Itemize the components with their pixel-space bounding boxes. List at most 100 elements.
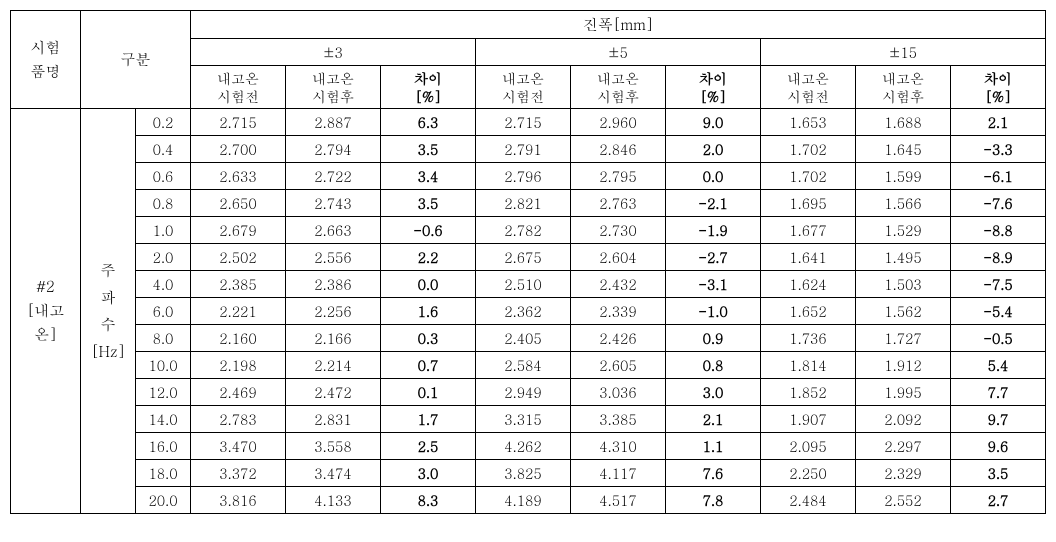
- cell-amp3-after: 2.831: [286, 406, 381, 433]
- cell-amp5-after: 2.604: [571, 244, 666, 271]
- cell-amp3-diff: 1.7: [381, 406, 476, 433]
- cell-amp5-after: 4.310: [571, 433, 666, 460]
- cell-amp3-before: 2.469: [191, 379, 286, 406]
- table-row: 4.02.3852.3860.02.5102.432-3.11.6241.503…: [11, 271, 1046, 298]
- cell-amp15-after: 1.495: [856, 244, 951, 271]
- cell-amp15-before: 1.814: [761, 352, 856, 379]
- cell-amp15-after: 2.552: [856, 487, 951, 514]
- cell-amp15-diff: -5.4: [951, 298, 1046, 325]
- cell-amp15-before: 1.907: [761, 406, 856, 433]
- cell-amp15-diff: 9.7: [951, 406, 1046, 433]
- header-diff: 차이[%]: [381, 66, 476, 109]
- cell-amp5-before: 2.782: [476, 217, 571, 244]
- cell-amp3-before: 2.783: [191, 406, 286, 433]
- cell-amp3-before: 2.502: [191, 244, 286, 271]
- cell-frequency: 6.0: [136, 298, 191, 325]
- cell-amp3-before: 2.679: [191, 217, 286, 244]
- cell-frequency: 10.0: [136, 352, 191, 379]
- header-test-name: 시험품명: [11, 11, 81, 109]
- cell-amp5-diff: 0.8: [666, 352, 761, 379]
- cell-amp3-diff: 8.3: [381, 487, 476, 514]
- table-row: 0.42.7002.7943.52.7912.8462.01.7021.645-…: [11, 136, 1046, 163]
- cell-amp5-before: 2.791: [476, 136, 571, 163]
- cell-amp5-after: 2.960: [571, 109, 666, 136]
- cell-amp5-before: 4.262: [476, 433, 571, 460]
- header-before: 내고온시험전: [191, 66, 286, 109]
- cell-amp3-after: 2.166: [286, 325, 381, 352]
- cell-amp3-before: 2.221: [191, 298, 286, 325]
- header-after: 내고온시험후: [571, 66, 666, 109]
- cell-amp15-before: 1.641: [761, 244, 856, 271]
- cell-amp3-diff: 3.4: [381, 163, 476, 190]
- cell-amp5-before: 2.821: [476, 190, 571, 217]
- cell-frequency: 14.0: [136, 406, 191, 433]
- cell-amp5-diff: 0.9: [666, 325, 761, 352]
- cell-amp3-before: 2.385: [191, 271, 286, 298]
- cell-amp5-before: 2.510: [476, 271, 571, 298]
- cell-frequency: 20.0: [136, 487, 191, 514]
- cell-amp3-before: 3.470: [191, 433, 286, 460]
- cell-amp3-before: 2.700: [191, 136, 286, 163]
- cell-frequency: 4.0: [136, 271, 191, 298]
- cell-amp3-diff: -0.6: [381, 217, 476, 244]
- table-row: #2[내고온]주파수[Hz]0.22.7152.8876.32.7152.960…: [11, 109, 1046, 136]
- cell-amp5-diff: 3.0: [666, 379, 761, 406]
- cell-amp3-diff: 2.5: [381, 433, 476, 460]
- header-amplitude: 진폭[mm]: [191, 11, 1046, 39]
- cell-amp5-after: 2.339: [571, 298, 666, 325]
- cell-amp5-before: 2.715: [476, 109, 571, 136]
- header-gubun: 구분: [81, 11, 191, 109]
- cell-amp15-diff: 2.1: [951, 109, 1046, 136]
- cell-amp5-after: 4.517: [571, 487, 666, 514]
- cell-amp15-diff: -6.1: [951, 163, 1046, 190]
- cell-frequency: 0.4: [136, 136, 191, 163]
- table-row: 14.02.7832.8311.73.3153.3852.11.9072.092…: [11, 406, 1046, 433]
- cell-amp3-after: 2.794: [286, 136, 381, 163]
- cell-amp5-diff: -2.1: [666, 190, 761, 217]
- cell-amp15-before: 2.250: [761, 460, 856, 487]
- cell-amp15-before: 1.702: [761, 136, 856, 163]
- cell-frequency: 1.0: [136, 217, 191, 244]
- cell-amp5-after: 2.605: [571, 352, 666, 379]
- table-row: 16.03.4703.5582.54.2624.3101.12.0952.297…: [11, 433, 1046, 460]
- data-table: 시험품명 구분 진폭[mm] ±3 ±5 ±15 내고온시험전 내고온시험후 차…: [10, 10, 1046, 514]
- cell-amp15-before: 1.653: [761, 109, 856, 136]
- cell-amp3-diff: 1.6: [381, 298, 476, 325]
- cell-amp3-before: 2.198: [191, 352, 286, 379]
- cell-amp3-before: 3.816: [191, 487, 286, 514]
- cell-frequency: 8.0: [136, 325, 191, 352]
- cell-amp15-diff: -8.8: [951, 217, 1046, 244]
- cell-amp3-diff: 3.0: [381, 460, 476, 487]
- cell-amp5-before: 3.315: [476, 406, 571, 433]
- cell-amp3-before: 2.160: [191, 325, 286, 352]
- cell-amp5-diff: -2.7: [666, 244, 761, 271]
- cell-amp5-after: 2.795: [571, 163, 666, 190]
- cell-amp3-diff: 0.7: [381, 352, 476, 379]
- cell-frequency: 2.0: [136, 244, 191, 271]
- cell-amp15-before: 1.736: [761, 325, 856, 352]
- cell-frequency: 0.8: [136, 190, 191, 217]
- cell-amp5-after: 3.385: [571, 406, 666, 433]
- cell-amp3-diff: 0.0: [381, 271, 476, 298]
- cell-amp15-before: 1.624: [761, 271, 856, 298]
- cell-amp15-after: 1.529: [856, 217, 951, 244]
- table-row: 8.02.1602.1660.32.4052.4260.91.7361.727-…: [11, 325, 1046, 352]
- header-after: 내고온시험후: [856, 66, 951, 109]
- cell-amp15-diff: 9.6: [951, 433, 1046, 460]
- cell-amp15-after: 1.912: [856, 352, 951, 379]
- cell-amp3-diff: 0.1: [381, 379, 476, 406]
- header-diff: 차이[%]: [951, 66, 1046, 109]
- cell-frequency: 18.0: [136, 460, 191, 487]
- cell-amp3-after: 2.743: [286, 190, 381, 217]
- cell-amp15-after: 1.562: [856, 298, 951, 325]
- cell-amp5-after: 2.763: [571, 190, 666, 217]
- row-label-frequency: 주파수[Hz]: [81, 109, 136, 514]
- cell-amp15-after: 1.599: [856, 163, 951, 190]
- cell-amp3-after: 2.386: [286, 271, 381, 298]
- cell-amp15-before: 1.652: [761, 298, 856, 325]
- cell-amp15-before: 1.852: [761, 379, 856, 406]
- cell-amp5-after: 2.730: [571, 217, 666, 244]
- cell-amp15-after: 2.329: [856, 460, 951, 487]
- cell-amp15-after: 2.297: [856, 433, 951, 460]
- cell-amp5-before: 2.362: [476, 298, 571, 325]
